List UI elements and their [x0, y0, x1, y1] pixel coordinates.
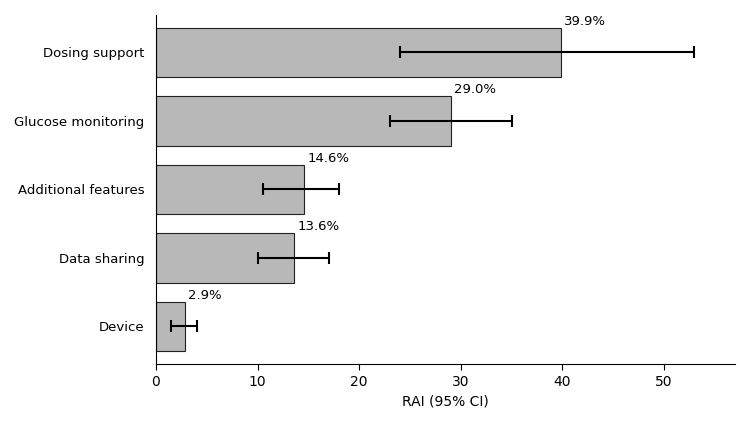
Bar [156, 302, 186, 351]
Text: 13.6%: 13.6% [297, 220, 339, 233]
Text: 29.0%: 29.0% [454, 83, 496, 96]
Text: 2.9%: 2.9% [189, 289, 222, 302]
Bar [156, 165, 304, 214]
Bar [156, 28, 561, 77]
Text: 14.6%: 14.6% [307, 152, 349, 165]
Bar [156, 233, 294, 283]
Text: 39.9%: 39.9% [565, 15, 607, 28]
X-axis label: RAI (95% CI): RAI (95% CI) [402, 394, 489, 408]
Bar [156, 96, 451, 146]
